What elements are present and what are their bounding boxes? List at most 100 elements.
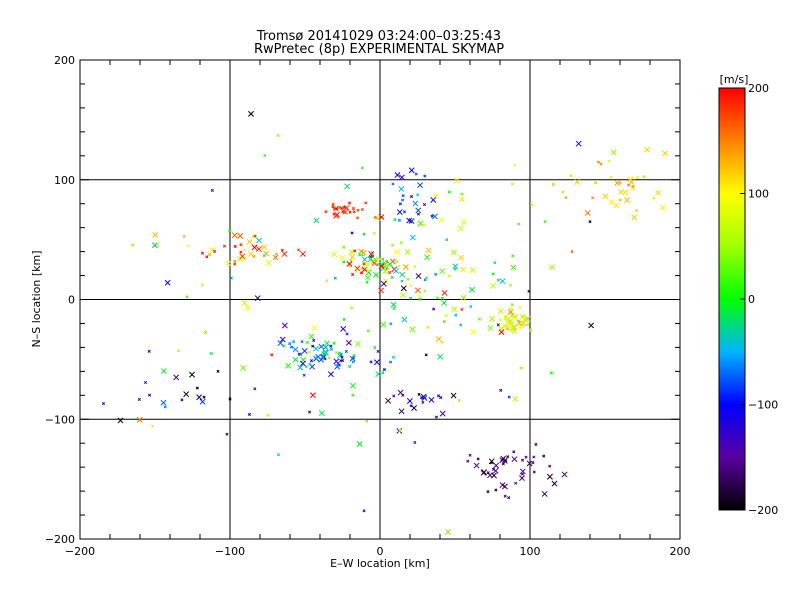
data-point: [470, 328, 477, 335]
data-point: [508, 283, 513, 287]
data-point: [508, 312, 515, 319]
data-point: [422, 223, 426, 227]
data-point: [356, 441, 363, 448]
data-point: [548, 464, 552, 468]
data-point: [207, 252, 212, 256]
data-point: [442, 320, 446, 324]
data-point: [389, 322, 393, 326]
data-point: [476, 457, 480, 461]
data-point: [497, 308, 504, 315]
data-point: [388, 271, 392, 275]
data-point: [398, 174, 405, 181]
data-point: [570, 250, 574, 254]
data-point: [401, 316, 408, 323]
data-point: [527, 289, 531, 293]
data-point: [450, 392, 457, 399]
data-point: [374, 214, 381, 221]
data-point: [392, 306, 396, 310]
data-point: [507, 316, 511, 320]
data-point: [313, 217, 320, 224]
data-point: [344, 349, 348, 354]
x-tick-label: 0: [377, 545, 384, 558]
colorbar-tick-label: 200: [748, 82, 769, 95]
data-point: [493, 261, 497, 265]
data-point: [531, 461, 535, 465]
data-point: [333, 276, 337, 280]
data-point: [272, 254, 279, 261]
data-point: [312, 338, 316, 343]
data-point: [459, 323, 463, 327]
data-point: [644, 146, 650, 153]
x-axis-label: E–W location [km]: [330, 557, 430, 570]
data-point: [265, 259, 272, 266]
data-point: [569, 174, 573, 178]
data-point: [394, 249, 401, 255]
data-point: [349, 382, 356, 389]
data-point: [503, 315, 507, 319]
data-point: [432, 307, 436, 311]
data-point: [199, 398, 206, 405]
data-point: [519, 475, 525, 482]
data-point: [364, 274, 371, 281]
data-point: [624, 197, 631, 204]
data-point: [404, 248, 411, 255]
data-point: [292, 340, 296, 344]
data-point: [507, 395, 511, 399]
data-point: [368, 250, 375, 257]
data-point: [409, 296, 413, 300]
data-point: [460, 294, 467, 301]
data-point: [549, 264, 555, 271]
data-point: [584, 210, 591, 217]
data-point: [301, 348, 308, 354]
data-point: [237, 232, 244, 239]
data-point: [277, 340, 284, 347]
data-point: [177, 349, 181, 353]
data-point: [385, 397, 392, 404]
data-point: [203, 330, 207, 335]
data-point: [499, 457, 506, 464]
data-point: [332, 341, 336, 345]
data-point: [308, 333, 315, 340]
data-point: [209, 351, 213, 356]
data-point: [332, 206, 336, 210]
data-point: [398, 408, 405, 415]
data-point: [352, 354, 356, 358]
chart-subtitle: RwPretec (8p) EXPERIMENTAL SKYMAP: [254, 42, 504, 57]
data-point: [469, 304, 473, 309]
data-point: [339, 255, 346, 261]
data-point: [532, 455, 536, 459]
y-tick-label: 100: [54, 174, 75, 187]
data-point: [608, 199, 615, 206]
data-point: [453, 267, 457, 271]
data-point: [173, 374, 180, 381]
data-point: [393, 218, 397, 222]
data-point: [185, 295, 189, 299]
data-point: [292, 356, 299, 363]
data-point: [561, 471, 568, 478]
data-point: [406, 217, 413, 224]
data-point: [117, 417, 124, 424]
data-point: [196, 394, 203, 401]
data-point: [444, 313, 448, 318]
data-point: [507, 308, 514, 315]
chart-title: Tromsø 20141029 03:24:00–03:25:43: [256, 29, 501, 44]
data-point: [247, 412, 252, 416]
data-point: [365, 269, 372, 276]
data-point: [511, 328, 518, 335]
data-point: [541, 490, 548, 497]
axes: −200 −100 0 100 200 −200 −100 0 100 200: [45, 54, 691, 558]
data-point: [492, 467, 499, 474]
colorbar-tick-label: −100: [748, 399, 778, 412]
data-point: [380, 321, 387, 328]
data-point: [602, 193, 609, 200]
data-point: [163, 405, 167, 409]
data-point: [613, 202, 620, 209]
data-point: [388, 360, 393, 364]
data-point: [251, 244, 258, 251]
data-point: [529, 328, 533, 332]
data-point: [281, 251, 288, 257]
data-point: [513, 163, 517, 167]
data-point: [510, 264, 517, 271]
data-point: [377, 257, 382, 261]
